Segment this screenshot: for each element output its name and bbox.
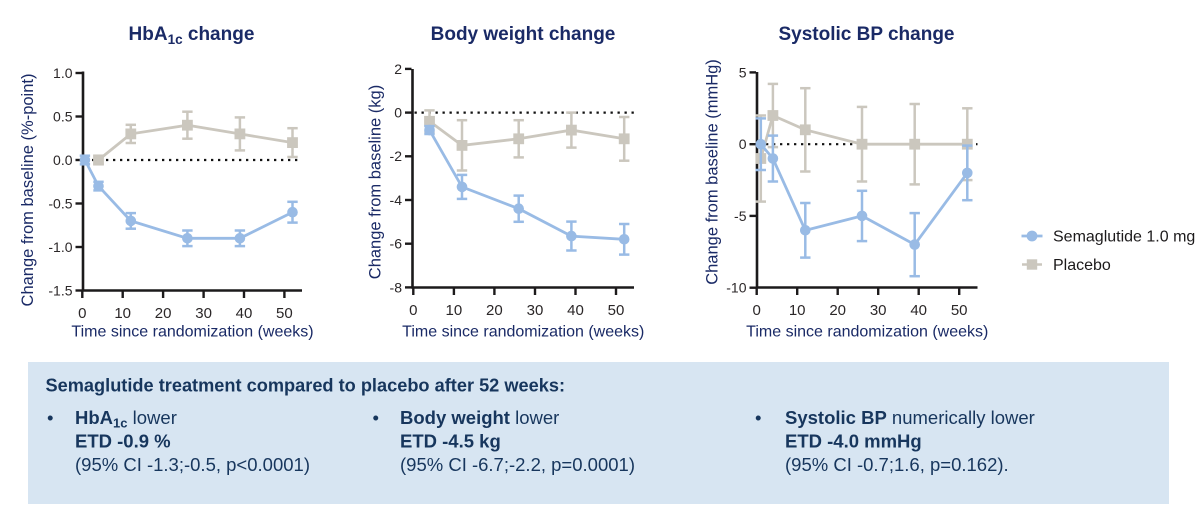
svg-text:Body weight change: Body weight change — [431, 24, 616, 45]
svg-text:10: 10 — [114, 305, 131, 322]
svg-text:Change from baseline (%-point): Change from baseline (%-point) — [19, 74, 37, 307]
svg-text:10: 10 — [789, 302, 806, 319]
svg-text:HbA1c change: HbA1c change — [129, 24, 255, 47]
svg-text:-5: -5 — [734, 208, 747, 224]
svg-text:(95% CI -1.3;-0.5, p<0.0001): (95% CI -1.3;-0.5, p<0.0001) — [75, 454, 310, 475]
svg-text:Body weight lower: Body weight lower — [400, 407, 559, 428]
svg-text:0: 0 — [394, 105, 402, 121]
svg-text:Systolic BP change: Systolic BP change — [779, 24, 955, 45]
svg-text:0: 0 — [78, 305, 86, 322]
svg-text:Time since randomization (week: Time since randomization (weeks) — [746, 324, 988, 341]
svg-text:-2: -2 — [390, 148, 403, 164]
svg-text:•: • — [755, 407, 761, 428]
svg-text:-10: -10 — [726, 280, 746, 296]
svg-text:ETD -0.9 %: ETD -0.9 % — [75, 431, 171, 452]
svg-text:50: 50 — [276, 305, 293, 322]
svg-text:•: • — [47, 407, 53, 428]
svg-text:20: 20 — [155, 305, 172, 322]
svg-text:5: 5 — [739, 64, 747, 80]
svg-text:-4: -4 — [390, 192, 403, 208]
svg-text:30: 30 — [870, 302, 887, 319]
svg-text:-8: -8 — [390, 279, 403, 295]
svg-text:20: 20 — [829, 302, 846, 319]
svg-text:ETD -4.5 kg: ETD -4.5 kg — [400, 431, 501, 452]
svg-text:50: 50 — [608, 302, 625, 319]
svg-text:-6: -6 — [390, 236, 403, 252]
svg-text:30: 30 — [195, 305, 212, 322]
svg-text:2: 2 — [394, 61, 402, 77]
svg-text:0.5: 0.5 — [53, 108, 73, 124]
svg-text:-0.5: -0.5 — [48, 195, 72, 211]
svg-text:(95% CI -6.7;-2.2, p=0.0001): (95% CI -6.7;-2.2, p=0.0001) — [400, 454, 635, 475]
svg-text:Semaglutide treatment compared: Semaglutide treatment compared to placeb… — [46, 376, 566, 396]
svg-text:Semaglutide 1.0 mg: Semaglutide 1.0 mg — [1053, 229, 1195, 246]
svg-text:0: 0 — [409, 302, 417, 319]
svg-text:40: 40 — [567, 302, 584, 319]
svg-text:0.0: 0.0 — [53, 152, 73, 168]
svg-text:-1.5: -1.5 — [48, 282, 72, 298]
svg-text:0: 0 — [739, 136, 747, 152]
svg-text:Systolic BP numerically lower: Systolic BP numerically lower — [785, 407, 1035, 428]
svg-text:Change from baseline (kg): Change from baseline (kg) — [367, 85, 385, 279]
svg-text:20: 20 — [486, 302, 503, 319]
svg-text:50: 50 — [951, 302, 968, 319]
svg-text:Time since randomization (week: Time since randomization (weeks) — [402, 324, 644, 341]
svg-text:-1.0: -1.0 — [48, 239, 72, 255]
svg-text:30: 30 — [527, 302, 544, 319]
svg-text:Placebo: Placebo — [1053, 257, 1111, 274]
svg-text:Time since randomization (week: Time since randomization (weeks) — [71, 324, 313, 341]
svg-text:(95% CI -0.7;1.6, p=0.162).: (95% CI -0.7;1.6, p=0.162). — [785, 454, 1009, 475]
svg-text:40: 40 — [236, 305, 253, 322]
svg-text:ETD -4.0 mmHg: ETD -4.0 mmHg — [785, 431, 922, 452]
svg-text:HbA1c lower: HbA1c lower — [75, 407, 177, 431]
svg-text:1.0: 1.0 — [53, 65, 73, 81]
svg-text:0: 0 — [753, 302, 761, 319]
svg-text:•: • — [373, 407, 379, 428]
svg-text:Change from baseline (mmHg): Change from baseline (mmHg) — [703, 59, 721, 285]
svg-text:10: 10 — [446, 302, 463, 319]
svg-text:40: 40 — [910, 302, 927, 319]
